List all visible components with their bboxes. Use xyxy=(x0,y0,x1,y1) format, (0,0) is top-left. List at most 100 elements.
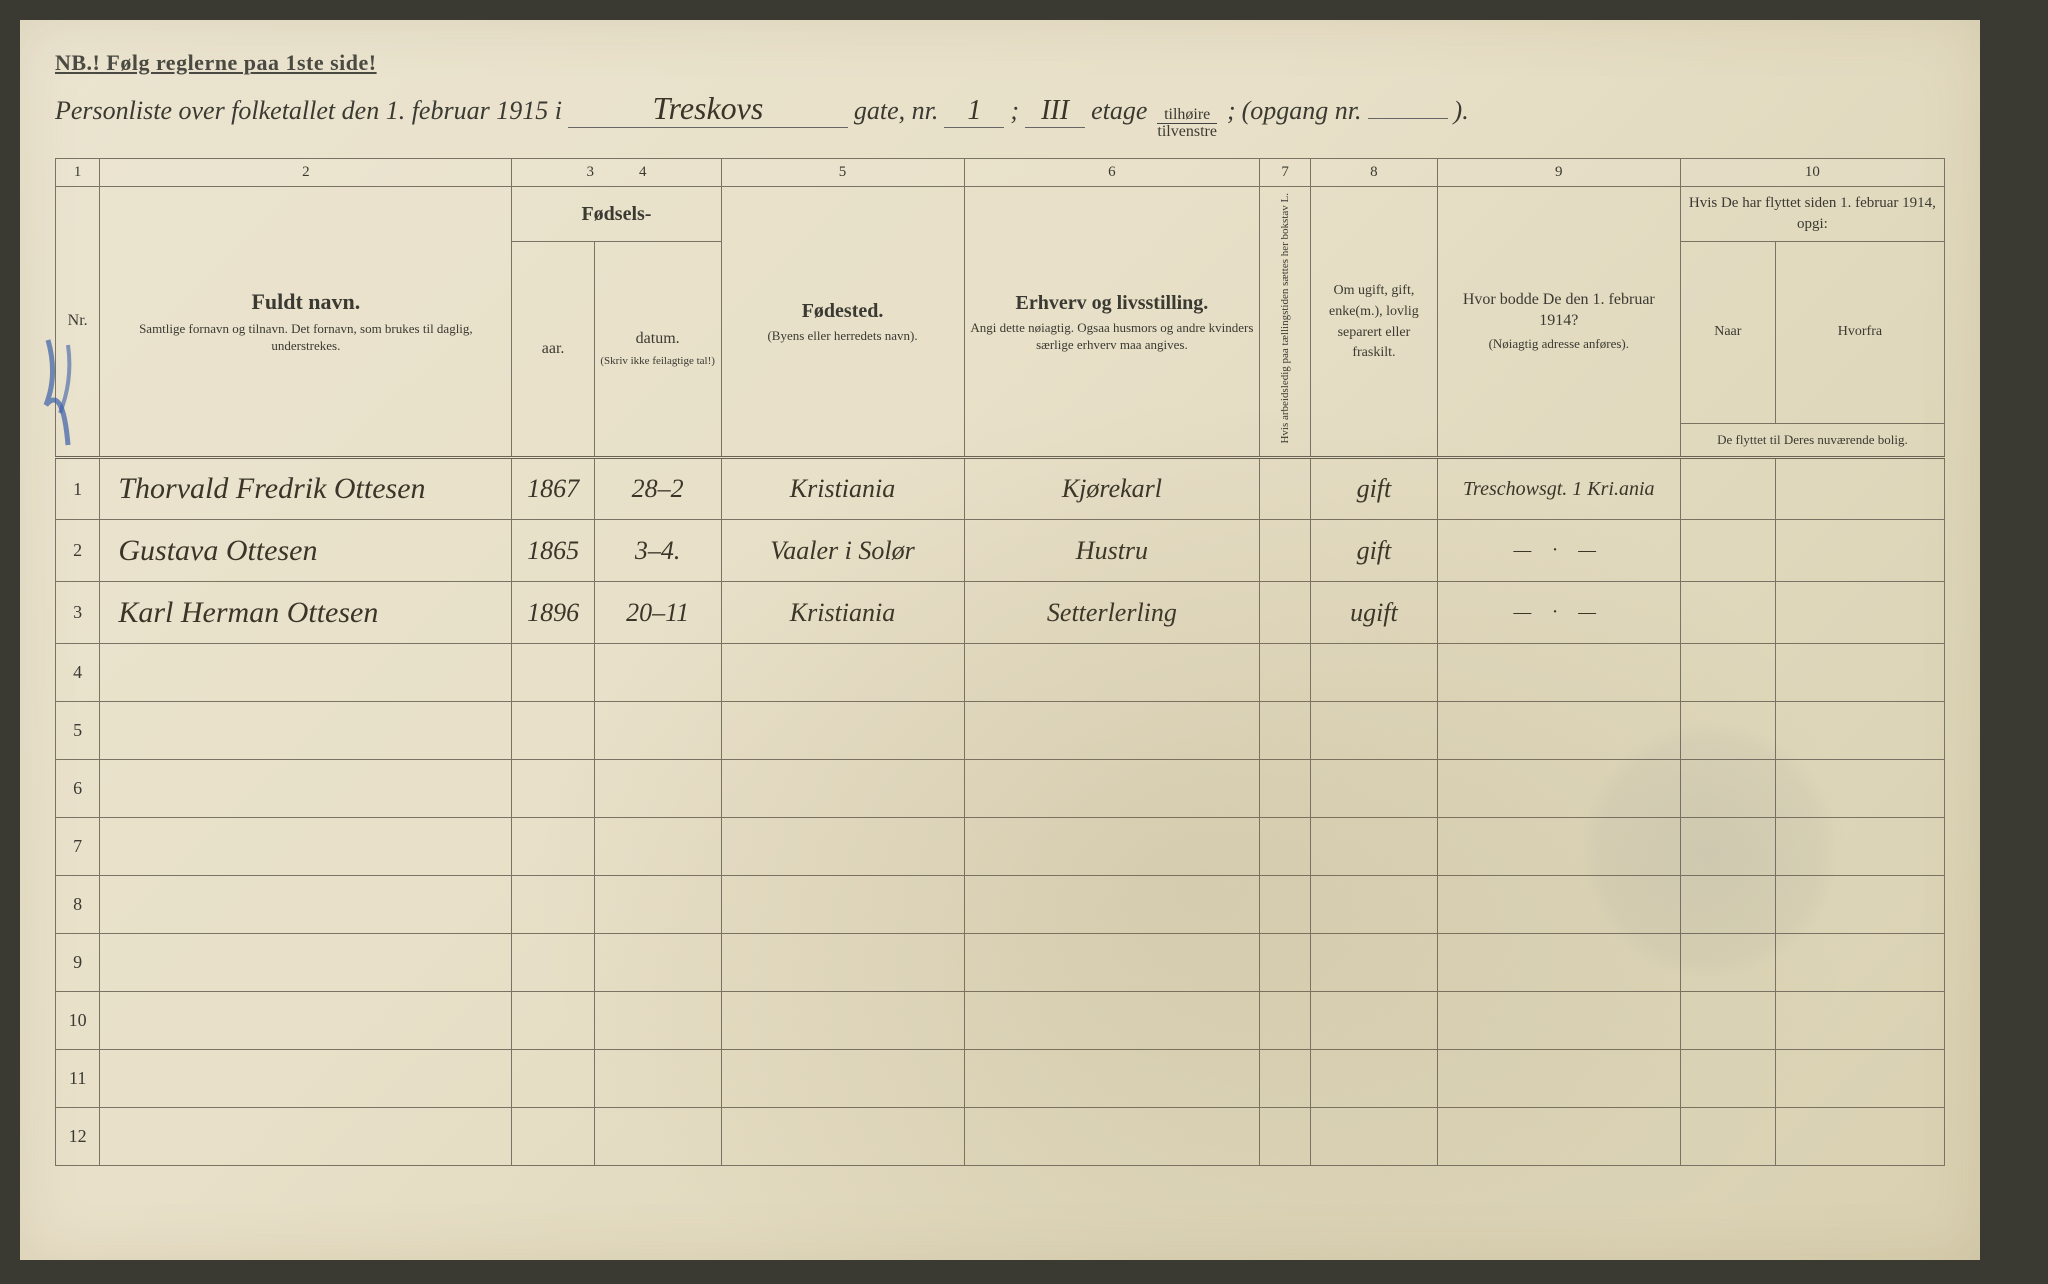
gate-label: gate, nr. xyxy=(854,96,939,126)
table-row-empty: 6 xyxy=(56,760,1945,818)
table-row-empty: 4 xyxy=(56,644,1945,702)
tilvenstre-label: tilvenstre xyxy=(1157,123,1217,140)
row-nr: 2 xyxy=(56,520,100,582)
etage-nr-field: III xyxy=(1025,95,1085,128)
semicolon2: ; xyxy=(1227,96,1236,126)
row-marital: ugift xyxy=(1311,582,1438,644)
hdr-nr: Nr. xyxy=(56,187,100,458)
table-row: 3Karl Herman Ottesen189620–11KristianiaS… xyxy=(56,582,1945,644)
colnum-2: 2 xyxy=(100,159,512,187)
colnum-8: 8 xyxy=(1311,159,1438,187)
hdr-col10-naar: Naar xyxy=(1680,241,1775,423)
colnum-1: 1 xyxy=(56,159,100,187)
row-year: 1867 xyxy=(512,458,594,520)
row-moved-when xyxy=(1680,582,1775,644)
side-fraction: tilhøire tilvenstre xyxy=(1157,107,1217,140)
opgang-nr-field xyxy=(1368,118,1448,119)
row-place: Kristiania xyxy=(721,582,964,644)
tilhoire-label: tilhøire xyxy=(1157,107,1217,123)
hdr-name-main: Fuldt navn. xyxy=(251,289,360,314)
row-nr: 5 xyxy=(56,702,100,760)
row-nr: 3 xyxy=(56,582,100,644)
etage-label: etage xyxy=(1091,96,1147,126)
row-moved-from xyxy=(1775,520,1944,582)
hdr-col9-main: Hvor bodde De den 1. februar 1914? xyxy=(1463,291,1655,329)
row-col7 xyxy=(1260,520,1311,582)
row-date: 20–11 xyxy=(594,582,721,644)
row-occupation: Hustru xyxy=(964,520,1260,582)
row-place: Vaaler i Solør xyxy=(721,520,964,582)
column-number-row: 1 2 3 4 5 6 7 8 9 10 xyxy=(56,159,1945,187)
row-nr: 10 xyxy=(56,992,100,1050)
opgang-label: (opgang nr. xyxy=(1242,96,1362,126)
table-row-empty: 9 xyxy=(56,934,1945,992)
colnum-6: 6 xyxy=(964,159,1260,187)
table-row-empty: 7 xyxy=(56,818,1945,876)
row-date: 3–4. xyxy=(594,520,721,582)
gate-nr-field: 1 xyxy=(944,95,1004,128)
semicolon: ; xyxy=(1010,96,1019,126)
hdr-col8: Om ugift, gift, enke(m.), lovlig separer… xyxy=(1311,187,1438,458)
row-year: 1865 xyxy=(512,520,594,582)
row-moved-from xyxy=(1775,458,1944,520)
hdr-place-sub: (Byens eller herredets navn). xyxy=(726,328,960,345)
row-nr: 7 xyxy=(56,818,100,876)
row-prev-address: — · — xyxy=(1437,520,1680,582)
row-marital: gift xyxy=(1311,458,1438,520)
colnum-10: 10 xyxy=(1680,159,1944,187)
census-body: 1Thorvald Fredrik Ottesen186728–2Kristia… xyxy=(56,458,1945,1166)
census-form-page: NB.! Følg reglerne paa 1ste side! Person… xyxy=(20,20,1980,1260)
hdr-occ: Erhverv og livsstilling. Angi dette nøia… xyxy=(964,187,1260,458)
row-nr: 8 xyxy=(56,876,100,934)
row-moved-when xyxy=(1680,520,1775,582)
street-name-field: Treskovs xyxy=(568,90,848,128)
hdr-birth-year: aar. xyxy=(512,241,594,458)
row-col7 xyxy=(1260,458,1311,520)
table-row: 2Gustava Ottesen18653–4.Vaaler i SolørHu… xyxy=(56,520,1945,582)
hdr-occ-sub: Angi dette nøiagtig. Ogsaa husmors og an… xyxy=(969,320,1256,354)
row-occupation: Setterlerling xyxy=(964,582,1260,644)
row-nr: 6 xyxy=(56,760,100,818)
hdr-col8-text: Om ugift, gift, enke(m.), lovlig separer… xyxy=(1329,283,1419,360)
hdr-name-sub: Samtlige fornavn og tilnavn. Det fornavn… xyxy=(104,321,507,355)
row-nr: 9 xyxy=(56,934,100,992)
row-occupation: Kjørekarl xyxy=(964,458,1260,520)
table-row-empty: 10 xyxy=(56,992,1945,1050)
row-name: Thorvald Fredrik Ottesen xyxy=(100,458,512,520)
hdr-col9-sub: (Nøiagtig adresse anføres). xyxy=(1442,336,1676,353)
colnum-34: 3 4 xyxy=(512,159,721,187)
closing-paren: ). xyxy=(1454,96,1469,126)
hdr-col10-main: Hvis De har flyttet siden 1. februar 191… xyxy=(1680,187,1944,242)
row-nr: 11 xyxy=(56,1050,100,1108)
row-nr: 12 xyxy=(56,1108,100,1166)
hdr-place-main: Fødested. xyxy=(802,300,884,322)
table-row-empty: 5 xyxy=(56,702,1945,760)
row-nr: 1 xyxy=(56,458,100,520)
row-name: Karl Herman Ottesen xyxy=(100,582,512,644)
row-marital: gift xyxy=(1311,520,1438,582)
table-row-empty: 11 xyxy=(56,1050,1945,1108)
hdr-birth-main: Fødsels- xyxy=(512,187,721,242)
nb-instruction: NB.! Følg reglerne paa 1ste side! xyxy=(55,50,1945,76)
table-row-empty: 8 xyxy=(56,876,1945,934)
row-year: 1896 xyxy=(512,582,594,644)
table-row: 1Thorvald Fredrik Ottesen186728–2Kristia… xyxy=(56,458,1945,520)
census-table: 1 2 3 4 5 6 7 8 9 10 Nr. Fuldt navn. Sam… xyxy=(55,158,1945,1166)
table-row-empty: 12 xyxy=(56,1108,1945,1166)
row-prev-address: — · — xyxy=(1437,582,1680,644)
title-prefix: Personliste over folketallet den 1. febr… xyxy=(55,96,562,126)
colnum-5: 5 xyxy=(721,159,964,187)
row-name: Gustava Ottesen xyxy=(100,520,512,582)
row-moved-when xyxy=(1680,458,1775,520)
header-row-1: Nr. Fuldt navn. Samtlige fornavn og tiln… xyxy=(56,187,1945,242)
row-prev-address: Treschowsgt. 1 Kri.ania xyxy=(1437,458,1680,520)
row-col7 xyxy=(1260,582,1311,644)
row-date: 28–2 xyxy=(594,458,721,520)
hdr-col9: Hvor bodde De den 1. februar 1914? (Nøia… xyxy=(1437,187,1680,458)
hdr-occ-main: Erhverv og livsstilling. xyxy=(1016,292,1209,314)
hdr-place: Fødested. (Byens eller herredets navn). xyxy=(721,187,964,458)
hdr-birth-date: datum. (Skriv ikke feilagtige tal!) xyxy=(594,241,721,458)
hdr-col10-hvorfra: Hvorfra xyxy=(1775,241,1944,423)
hdr-col7-text: Hvis arbeidsledig paa tællingstiden sætt… xyxy=(1279,193,1291,444)
colnum-7: 7 xyxy=(1260,159,1311,187)
